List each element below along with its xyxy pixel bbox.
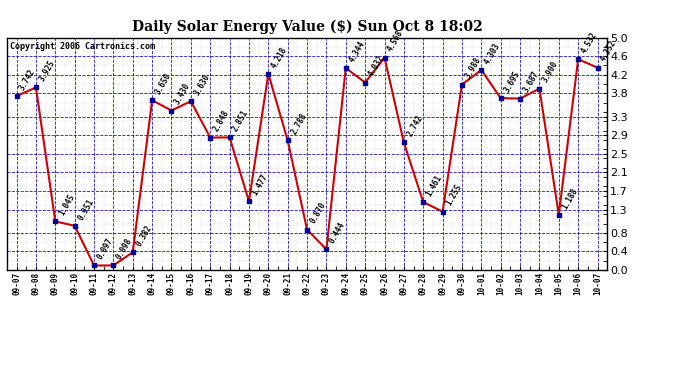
Point <box>205 135 216 141</box>
Point <box>359 80 371 86</box>
Text: 2.848: 2.848 <box>212 109 231 134</box>
Point <box>379 55 390 61</box>
Text: 0.951: 0.951 <box>76 197 95 222</box>
Text: 4.568: 4.568 <box>386 29 405 53</box>
Point <box>224 134 235 140</box>
Text: 2.742: 2.742 <box>405 114 424 138</box>
Point <box>50 218 61 224</box>
Text: 4.352: 4.352 <box>599 39 618 63</box>
Text: 3.988: 3.988 <box>464 56 483 80</box>
Point <box>302 226 313 232</box>
Text: 0.382: 0.382 <box>134 224 153 248</box>
Text: 0.870: 0.870 <box>308 201 328 225</box>
Point <box>398 140 409 146</box>
Point <box>127 249 138 255</box>
Text: 1.188: 1.188 <box>560 186 580 211</box>
Text: 0.097: 0.097 <box>95 237 115 261</box>
Text: 0.098: 0.098 <box>115 237 134 261</box>
Point <box>11 93 22 99</box>
Point <box>108 262 119 268</box>
Point <box>146 97 157 103</box>
Text: 2.788: 2.788 <box>289 112 308 136</box>
Text: 0.444: 0.444 <box>328 220 347 245</box>
Point <box>69 223 80 229</box>
Text: 3.742: 3.742 <box>18 67 37 92</box>
Point <box>30 84 41 90</box>
Point <box>476 67 487 73</box>
Text: 4.344: 4.344 <box>347 39 366 64</box>
Text: 4.303: 4.303 <box>483 41 502 66</box>
Text: 3.687: 3.687 <box>522 70 541 94</box>
Text: 1.255: 1.255 <box>444 183 464 207</box>
Text: 3.900: 3.900 <box>541 60 560 84</box>
Point <box>573 56 584 62</box>
Point <box>321 246 332 252</box>
Point <box>282 137 293 143</box>
Text: 1.477: 1.477 <box>250 172 270 197</box>
Point <box>88 262 99 268</box>
Text: Copyright 2006 Cartronics.com: Copyright 2006 Cartronics.com <box>10 42 155 51</box>
Point <box>534 86 545 92</box>
Point <box>417 199 428 205</box>
Text: 2.851: 2.851 <box>231 109 250 133</box>
Text: 3.630: 3.630 <box>193 72 212 97</box>
Point <box>437 209 448 214</box>
Text: 4.532: 4.532 <box>580 31 599 55</box>
Text: 3.650: 3.650 <box>153 72 173 96</box>
Title: Daily Solar Energy Value ($) Sun Oct 8 18:02: Daily Solar Energy Value ($) Sun Oct 8 1… <box>132 19 482 33</box>
Point <box>244 198 255 204</box>
Text: 1.045: 1.045 <box>57 193 76 217</box>
Point <box>340 65 351 71</box>
Text: 1.461: 1.461 <box>424 173 444 198</box>
Point <box>263 71 274 77</box>
Point <box>515 96 526 102</box>
Text: 4.218: 4.218 <box>270 45 289 70</box>
Text: 4.032: 4.032 <box>366 54 386 78</box>
Point <box>592 64 603 70</box>
Text: 3.695: 3.695 <box>502 69 522 94</box>
Text: 3.430: 3.430 <box>173 82 193 106</box>
Point <box>553 212 564 218</box>
Point <box>457 81 468 87</box>
Point <box>186 98 197 104</box>
Text: 3.925: 3.925 <box>37 59 57 83</box>
Point <box>166 108 177 114</box>
Point <box>495 95 506 101</box>
